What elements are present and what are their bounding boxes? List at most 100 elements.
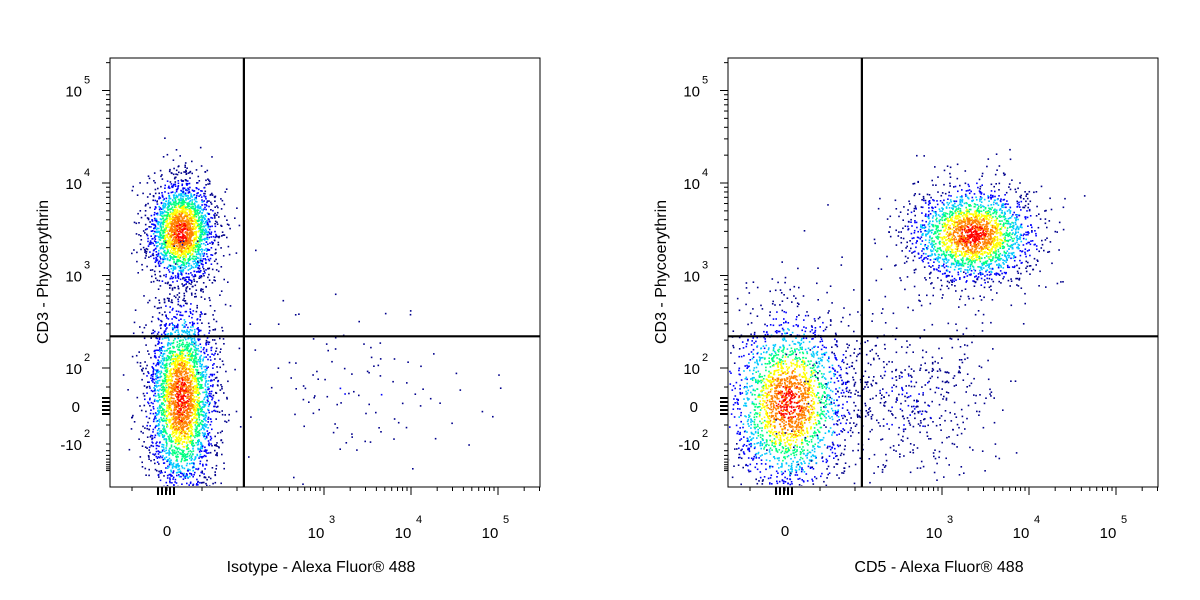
isotype-event-dot bbox=[162, 408, 164, 410]
isotype-event-dot bbox=[177, 275, 180, 278]
isotype-event-dot bbox=[170, 267, 173, 270]
isotype-event-dot bbox=[163, 374, 166, 377]
isotype-event-dot bbox=[191, 419, 194, 421]
isotype-event-dot bbox=[194, 408, 197, 411]
isotype-event-dot bbox=[212, 507, 214, 509]
isotype-event-dot bbox=[207, 358, 209, 361]
isotype-event-dot bbox=[172, 478, 174, 480]
isotype-event-dot bbox=[165, 391, 167, 393]
isotype-event-dot bbox=[156, 381, 159, 384]
isotype-event-dot bbox=[145, 386, 148, 389]
isotype-event-dot bbox=[199, 365, 201, 368]
isotype-event-dot bbox=[166, 474, 169, 477]
isotype-event-dot bbox=[183, 385, 186, 388]
isotype-event-dot bbox=[176, 239, 179, 242]
isotype-event-dot bbox=[183, 365, 185, 367]
isotype-event-dot bbox=[193, 278, 195, 281]
isotype-event-dot bbox=[160, 403, 163, 405]
isotype-event-dot bbox=[179, 229, 181, 231]
isotype-event-dot bbox=[188, 411, 191, 413]
isotype-event-dot bbox=[204, 237, 207, 240]
isotype-event-dot bbox=[182, 195, 185, 198]
isotype-event-dot bbox=[164, 205, 166, 208]
isotype-event-dot bbox=[180, 435, 183, 438]
isotype-event-dot bbox=[188, 430, 190, 432]
isotype-event-dot bbox=[170, 470, 173, 473]
isotype-event-dot bbox=[178, 253, 181, 256]
isotype-event-dot bbox=[193, 280, 196, 282]
isotype-event-dot bbox=[227, 281, 229, 283]
isotype-event-dot bbox=[154, 273, 156, 276]
isotype-event-dot bbox=[189, 440, 192, 443]
isotype-event-dot bbox=[178, 242, 181, 245]
isotype-event-dot bbox=[184, 458, 187, 460]
isotype-event-dot bbox=[211, 353, 213, 355]
isotype-event-dot bbox=[174, 217, 177, 219]
isotype-event-dot bbox=[201, 204, 203, 206]
isotype-event-dot bbox=[175, 223, 178, 225]
isotype-event-dot bbox=[173, 226, 176, 228]
isotype-event-dot bbox=[205, 205, 208, 207]
isotype-event-dot bbox=[153, 387, 155, 389]
isotype-event-dot bbox=[203, 365, 205, 368]
isotype-event-dot bbox=[192, 526, 194, 528]
isotype-event-dot bbox=[176, 209, 179, 212]
isotype-event-dot bbox=[195, 169, 198, 171]
isotype-event-dot bbox=[184, 477, 187, 479]
isotype-event-dot bbox=[209, 451, 212, 454]
isotype-event-dot bbox=[204, 449, 206, 452]
isotype-event-dot bbox=[155, 228, 158, 231]
isotype-event-dot bbox=[195, 251, 197, 253]
isotype-event-dot bbox=[224, 414, 226, 416]
isotype-event-dot bbox=[177, 228, 180, 230]
isotype-event-dot bbox=[154, 426, 156, 429]
isotype-event-dot bbox=[180, 172, 183, 174]
isotype-event-dot bbox=[184, 415, 186, 417]
isotype-event-dot bbox=[171, 186, 174, 188]
isotype-event-dot bbox=[160, 222, 162, 224]
isotype-event-dot bbox=[183, 228, 185, 231]
isotype-event-dot bbox=[204, 388, 207, 391]
isotype-event-dot bbox=[177, 329, 179, 331]
isotype-event-dot bbox=[213, 373, 216, 376]
isotype-event-dot bbox=[155, 417, 157, 420]
isotype-event-dot bbox=[181, 502, 183, 504]
isotype-event-dot bbox=[181, 443, 183, 445]
isotype-event-dot bbox=[214, 225, 217, 228]
isotype-event-dot bbox=[198, 218, 200, 220]
isotype-dot-plot: 0 10 3 10 4 10 5 -10 2 0 10 2 10 3 10 4 10 5 Isotype - Ale… bbox=[35, 57, 541, 576]
isotype-event-dot bbox=[193, 404, 196, 407]
isotype-event-dot bbox=[180, 223, 183, 225]
isotype-event-dot bbox=[165, 363, 167, 366]
isotype-event-dot bbox=[221, 441, 224, 444]
isotype-event-dot bbox=[208, 213, 211, 215]
isotype-event-dot bbox=[144, 214, 147, 217]
isotype-event-dot bbox=[210, 390, 213, 393]
isotype-event-dot bbox=[170, 301, 173, 303]
isotype-event-dot bbox=[199, 261, 201, 264]
isotype-event-dot bbox=[194, 424, 197, 426]
isotype-event-dot bbox=[150, 401, 153, 404]
isotype-event-dot bbox=[184, 241, 187, 243]
isotype-event-dot bbox=[193, 228, 195, 230]
isotype-event-dot bbox=[172, 327, 175, 330]
isotype-event-dot bbox=[165, 243, 168, 245]
isotype-event-dot bbox=[191, 210, 193, 213]
isotype-event-dot bbox=[193, 364, 196, 366]
isotype-event-dot bbox=[189, 527, 191, 529]
isotype-event-dot bbox=[214, 444, 216, 446]
isotype-event-dot bbox=[188, 333, 191, 335]
isotype-event-dot bbox=[195, 434, 197, 437]
isotype-event-dot bbox=[181, 428, 183, 430]
isotype-event-dot bbox=[189, 186, 191, 189]
isotype-event-dot bbox=[189, 177, 191, 179]
isotype-event-dot bbox=[174, 371, 177, 373]
isotype-event-dot bbox=[154, 265, 157, 268]
isotype-event-dot bbox=[179, 239, 181, 241]
isotype-event-dot bbox=[170, 384, 173, 387]
isotype-event-dot bbox=[190, 462, 193, 465]
isotype-event-dot bbox=[172, 203, 174, 205]
isotype-event-dot bbox=[196, 385, 198, 387]
isotype-event-dot bbox=[140, 430, 142, 433]
isotype-event-dot bbox=[198, 243, 201, 246]
